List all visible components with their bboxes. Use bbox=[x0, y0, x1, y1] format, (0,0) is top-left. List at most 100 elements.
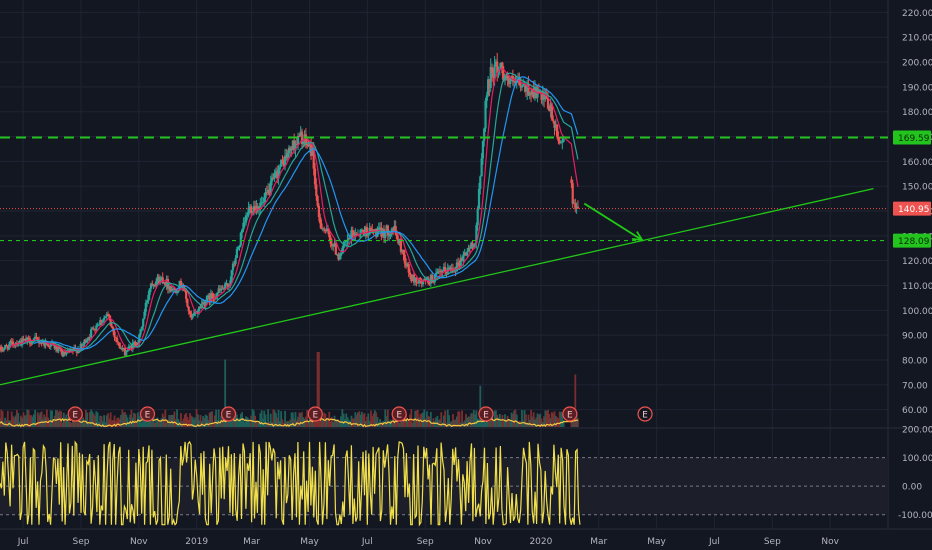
volume-bar bbox=[420, 413, 423, 427]
candle-body bbox=[395, 234, 399, 240]
candle-body bbox=[263, 198, 266, 203]
volume-bar bbox=[508, 420, 510, 427]
candle-body bbox=[555, 124, 559, 137]
volume-bar bbox=[552, 413, 555, 427]
earnings-badge[interactable] bbox=[637, 406, 653, 422]
earnings-marker-1[interactable]: E bbox=[139, 406, 156, 422]
candle-body bbox=[576, 206, 580, 209]
candle-body bbox=[489, 67, 492, 88]
candle-body bbox=[528, 92, 531, 96]
volume-bar bbox=[342, 413, 345, 427]
volume-bar bbox=[133, 412, 135, 427]
earnings-badge[interactable] bbox=[307, 406, 323, 422]
earnings-marker-3[interactable]: E bbox=[307, 406, 323, 422]
volume-bar bbox=[285, 421, 288, 427]
oscillator-pane bbox=[0, 440, 888, 527]
volume-bar bbox=[362, 414, 365, 427]
candle-body bbox=[201, 301, 205, 304]
candle-body bbox=[44, 341, 47, 346]
earnings-badge[interactable] bbox=[220, 406, 237, 422]
volume-bar bbox=[100, 415, 103, 427]
candle-body bbox=[394, 226, 397, 235]
volume-bar bbox=[45, 409, 48, 427]
time-axis[interactable]: Jul Sep Nov 2019 Mar May Jul Sep Nov 2020 Mar May Ju… bbox=[17, 537, 840, 547]
volume-bar bbox=[146, 421, 148, 427]
volume-bar bbox=[79, 419, 82, 427]
candle-body bbox=[378, 227, 382, 229]
candle-body bbox=[473, 243, 477, 245]
candle-body bbox=[41, 341, 45, 344]
volume-bar bbox=[168, 415, 171, 427]
earnings-badge[interactable] bbox=[391, 406, 407, 422]
candle-body bbox=[123, 348, 127, 356]
candle-body bbox=[26, 337, 29, 342]
candle-body bbox=[320, 223, 323, 230]
volume-bar bbox=[121, 409, 124, 427]
candle-body bbox=[449, 267, 452, 271]
volume-bar bbox=[143, 418, 146, 427]
candle-body bbox=[139, 329, 142, 335]
volume-bar bbox=[140, 422, 143, 427]
time-tick-label: Mar bbox=[243, 537, 260, 547]
volume-bar bbox=[195, 409, 198, 427]
candle-body bbox=[113, 331, 116, 338]
candle-body bbox=[359, 229, 362, 236]
time-tick-label: 2020 bbox=[529, 537, 552, 547]
volume-bar bbox=[269, 413, 272, 427]
candle-body bbox=[130, 345, 133, 350]
volume-bar bbox=[219, 421, 221, 427]
volume-bar bbox=[491, 414, 493, 427]
volume-bar bbox=[474, 414, 476, 427]
volume-bar bbox=[463, 420, 466, 427]
volume-bar bbox=[505, 419, 508, 427]
earnings-badge[interactable] bbox=[478, 406, 494, 422]
earnings-badge[interactable] bbox=[562, 406, 578, 422]
time-tick-label: Sep bbox=[417, 537, 434, 547]
volume-bar bbox=[423, 409, 426, 427]
candle-body bbox=[403, 254, 406, 264]
earnings-marker-6[interactable]: E bbox=[562, 406, 578, 422]
volume-bar bbox=[191, 416, 194, 427]
earnings-badge[interactable] bbox=[139, 406, 156, 422]
candle-body bbox=[199, 306, 202, 308]
candle-body bbox=[24, 338, 28, 342]
candle-body bbox=[267, 189, 270, 193]
earnings-marker-0[interactable]: E bbox=[67, 406, 83, 422]
earnings-badge[interactable] bbox=[67, 406, 83, 422]
volume-bar bbox=[163, 416, 165, 427]
volume-bar bbox=[196, 414, 199, 427]
earnings-marker-4[interactable]: E bbox=[391, 406, 407, 422]
candle-body bbox=[557, 136, 560, 141]
volume-bar bbox=[478, 419, 480, 427]
candle-body bbox=[221, 288, 224, 290]
earnings-label: E bbox=[396, 411, 402, 421]
projection-arrow[interactable] bbox=[583, 202, 643, 241]
candle-body bbox=[247, 207, 250, 216]
volume-bar bbox=[144, 417, 147, 427]
volume-bar bbox=[108, 418, 111, 427]
volume-bar bbox=[314, 418, 316, 427]
ma-slow-line bbox=[33, 76, 579, 350]
candle-body bbox=[532, 88, 535, 98]
volume-bar bbox=[52, 420, 55, 427]
earnings-marker-2[interactable]: E bbox=[220, 406, 237, 422]
volume-bar bbox=[194, 417, 197, 427]
candle-body bbox=[188, 311, 192, 314]
candle-body bbox=[541, 92, 544, 100]
candle-body bbox=[103, 317, 106, 321]
ascending-trendline[interactable] bbox=[0, 188, 874, 386]
earnings-marker-5[interactable]: E bbox=[478, 406, 494, 422]
volume-bar bbox=[327, 417, 329, 427]
price-tick-label: 150.00 bbox=[902, 183, 932, 193]
candle-body bbox=[6, 345, 9, 350]
volume-bar bbox=[407, 420, 410, 427]
volume-bar bbox=[312, 419, 315, 427]
candle-body bbox=[325, 228, 328, 231]
candle-body bbox=[280, 159, 283, 167]
candle-body bbox=[105, 313, 108, 317]
volume-bar bbox=[518, 421, 521, 427]
earnings-marker-7[interactable]: E bbox=[637, 406, 653, 422]
volume-bar bbox=[422, 412, 424, 427]
